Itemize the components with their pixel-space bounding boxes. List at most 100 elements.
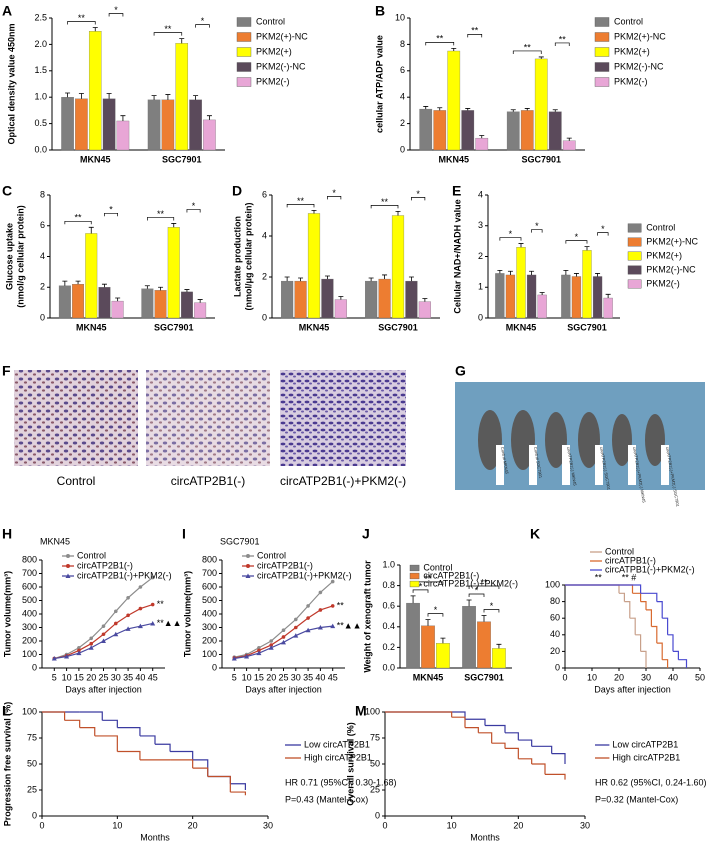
legend-label: Low circATP2B1 — [612, 739, 678, 749]
significance-label: ** — [78, 13, 86, 23]
survival-step — [207, 775, 231, 784]
error-bar — [62, 280, 68, 286]
legend-label: circATP2B1(-) — [77, 560, 133, 570]
y-tick-label: 2 — [400, 118, 405, 128]
error-bar — [518, 243, 524, 248]
x-tick-label: 20 — [188, 820, 198, 830]
point — [330, 579, 335, 584]
x-tick-label: 25 — [278, 672, 288, 682]
significance-label: * — [332, 188, 336, 198]
x-tick-label: 45 — [328, 672, 338, 682]
bar — [419, 108, 433, 151]
y-tick-label: 60 — [550, 613, 560, 623]
x-tick-label: 40 — [135, 672, 145, 682]
survival-step — [64, 719, 81, 728]
error-bar — [425, 619, 431, 626]
significance-bracket — [104, 212, 118, 217]
survival-step — [505, 747, 519, 759]
point — [76, 650, 82, 656]
point — [281, 639, 286, 645]
significance-bracket — [411, 197, 426, 201]
significance-bracket — [499, 237, 522, 241]
legend-swatch — [594, 77, 610, 87]
error-bar — [284, 276, 290, 282]
error-bar — [422, 298, 428, 302]
y-tick-label: 6 — [400, 65, 405, 75]
bar — [433, 110, 447, 151]
point — [89, 641, 93, 646]
bar — [492, 648, 506, 669]
x-tick-label: SGC7901 — [567, 322, 607, 332]
bar — [561, 274, 571, 319]
y-axis-label: Progression free survival (%) — [2, 702, 12, 827]
x-tick-label: 35 — [123, 672, 133, 682]
survival-step — [230, 791, 246, 796]
legend-label: circATP2B1(-) — [257, 560, 313, 570]
panel-letter: A — [2, 3, 12, 19]
mouse-label: Control SGC7901 — [533, 446, 544, 479]
point — [150, 620, 156, 626]
y-tick-label: 0 — [32, 662, 37, 672]
x-tick-label: 15 — [74, 672, 84, 682]
x-axis-label: Months — [140, 832, 170, 842]
error-bar — [479, 135, 485, 139]
chart-title: SGC7901 — [220, 536, 260, 546]
point — [305, 627, 311, 633]
legend-label: PKM2(+)-NC — [256, 31, 308, 41]
bar — [436, 643, 450, 669]
y-tick-label: 75 — [27, 732, 37, 742]
survival-step — [170, 750, 194, 760]
point — [293, 633, 299, 638]
significance-label: ** — [524, 42, 532, 52]
bar — [58, 285, 71, 319]
y-axis-label: Glucose uptake — [4, 223, 14, 290]
bar — [85, 233, 98, 319]
significance-label: * — [416, 189, 420, 199]
significance-label: * — [535, 221, 539, 231]
y-axis-label: Tumor volume(mm³) — [182, 571, 192, 657]
significance-label: ** — [471, 26, 479, 36]
legend-swatch — [594, 62, 610, 72]
bar — [391, 215, 405, 319]
y-tick-label: 2 — [40, 282, 45, 292]
legend-label: circATP2B1(-)+PKM2(-) — [423, 578, 518, 588]
error-bar — [179, 38, 185, 44]
legend-swatch — [594, 32, 610, 42]
point — [114, 609, 118, 614]
image-caption: circATP2B1(-) — [171, 474, 245, 488]
significance-bracket — [147, 217, 175, 221]
y-tick-label: 0.4 — [382, 621, 395, 631]
y-tick-label: 100 — [22, 649, 37, 659]
survival-step — [518, 739, 533, 747]
legend-label: PKM2(+) — [614, 46, 650, 56]
error-bar — [151, 95, 157, 100]
bar — [307, 213, 321, 319]
survival-step — [465, 718, 486, 726]
legend-label: Low circATP2B1 — [304, 739, 370, 749]
image-caption: Control — [57, 474, 96, 488]
y-axis-label: (nmol/g cellular protein) — [15, 205, 25, 308]
significance-bracket — [554, 42, 570, 46]
survival-step — [491, 742, 506, 749]
y-tick-label: 4 — [478, 189, 483, 199]
legend-label: circATPB1(-)+PKM2(-) — [605, 564, 695, 574]
legend-swatch — [409, 564, 420, 572]
bar — [477, 621, 491, 669]
panel-letter: M — [355, 703, 367, 719]
survival-step — [485, 724, 506, 733]
survival-step — [117, 750, 141, 760]
error-bar — [563, 269, 569, 275]
panel-letter: I — [182, 526, 186, 542]
survival-step — [565, 584, 642, 594]
x-tick-label: MKN45 — [299, 322, 330, 332]
x-axis-label: Days after injection — [245, 684, 322, 694]
bar — [506, 111, 520, 151]
error-bar — [158, 286, 164, 291]
point — [77, 648, 81, 653]
legend-swatch — [236, 77, 252, 87]
y-tick-label: 800 — [202, 554, 217, 564]
error-bar — [440, 637, 446, 644]
y-tick-label: 25 — [370, 784, 380, 794]
survival-step — [656, 642, 663, 660]
y-tick-label: 100 — [365, 706, 380, 716]
